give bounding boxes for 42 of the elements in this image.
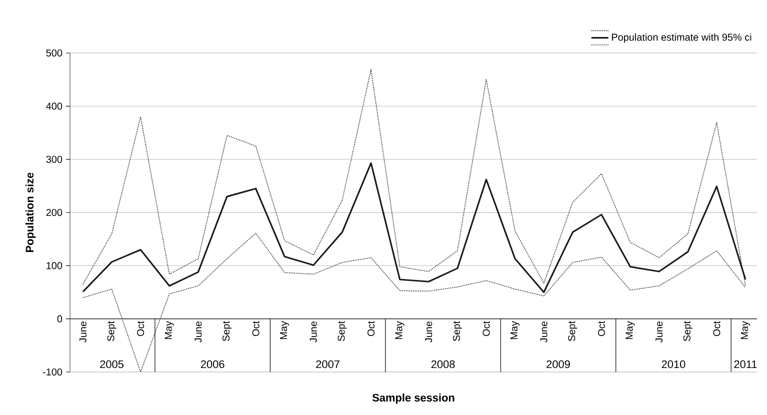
y-tick-label: 100 bbox=[46, 262, 62, 270]
x-tick-label: Sept bbox=[338, 321, 347, 342]
y-tick-label: 200 bbox=[46, 208, 62, 216]
y-tick-label: 0 bbox=[57, 315, 62, 322]
x-tick-label: June bbox=[310, 321, 317, 342]
x-tick-label: May bbox=[395, 321, 404, 340]
annotation: 2011 bbox=[734, 360, 757, 368]
x-tick-label: Sept bbox=[222, 321, 232, 342]
y-axis-title: Population size bbox=[25, 172, 36, 252]
x-tick-label: May bbox=[510, 321, 520, 340]
legend-label: Population estimate with 95% ci bbox=[612, 33, 752, 43]
annotation: 2007 bbox=[316, 360, 340, 368]
x-tick-label: Oct bbox=[598, 321, 605, 336]
y-tick-label: -100 bbox=[42, 368, 62, 376]
x-axis-title: Sample session bbox=[372, 394, 454, 404]
annotation: 2005 bbox=[100, 360, 124, 368]
line-series bbox=[82, 162, 746, 294]
x-tick-label: Oct bbox=[137, 321, 144, 336]
x-tick-label: May bbox=[164, 321, 174, 340]
y-tick-label: 300 bbox=[46, 156, 62, 163]
x-tick-label: May bbox=[741, 321, 750, 340]
x-tick-label: June bbox=[540, 321, 548, 342]
annotation: 2010 bbox=[662, 360, 686, 368]
x-tick-label: June bbox=[425, 321, 432, 342]
x-tick-label: May bbox=[626, 321, 635, 340]
annotation: 2008 bbox=[431, 360, 455, 368]
x-tick-label: Sept bbox=[683, 321, 692, 342]
x-tick-label: Oct bbox=[252, 321, 260, 336]
x-tick-label: May bbox=[280, 321, 290, 340]
x-tick-label: June bbox=[79, 321, 86, 342]
x-tick-label: June bbox=[194, 321, 202, 342]
annotation: 2009 bbox=[546, 360, 570, 368]
x-tick-label: Sept bbox=[452, 321, 462, 342]
x-tick-label: Oct bbox=[482, 321, 490, 336]
x-tick-label: Sept bbox=[107, 321, 116, 342]
x-tick-label: Oct bbox=[367, 321, 375, 336]
x-tick-label: Sept bbox=[568, 321, 578, 342]
x-tick-label: June bbox=[656, 321, 663, 342]
y-tick-label: 500 bbox=[46, 49, 62, 57]
y-tick-label: 400 bbox=[46, 102, 62, 110]
annotation: 2006 bbox=[200, 360, 224, 368]
x-tick-label: Oct bbox=[713, 321, 720, 336]
